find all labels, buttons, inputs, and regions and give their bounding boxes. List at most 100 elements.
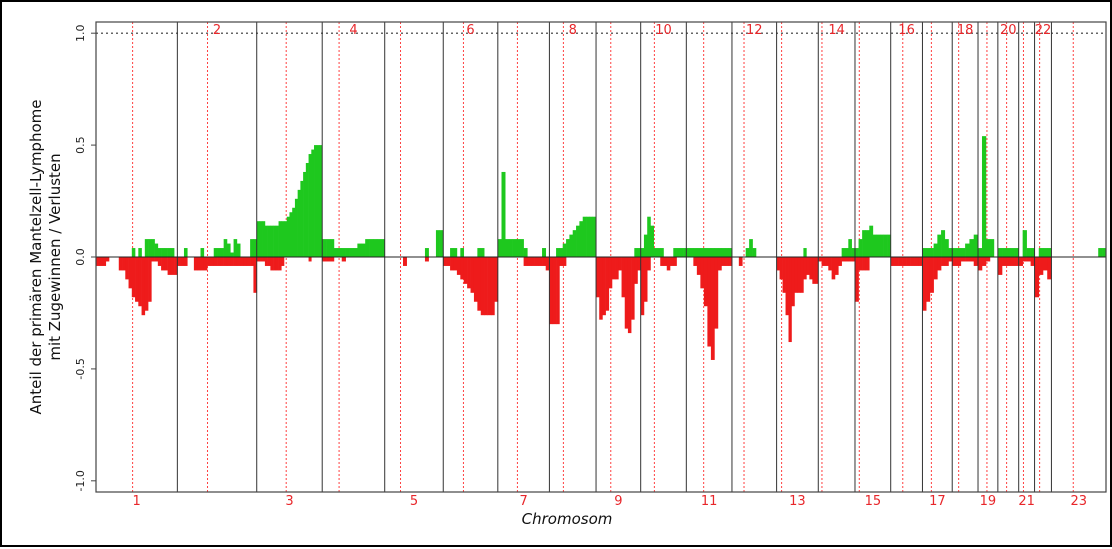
gain-bar-chr11-1 [689, 248, 694, 257]
gain-bar-chr11-5 [703, 248, 708, 257]
loss-bar-chr9-5 [611, 257, 616, 280]
loss-bar-chr3-4 [267, 257, 271, 266]
loss-bar-chr11-4 [700, 257, 705, 289]
loss-bar-chr18-4 [969, 257, 975, 262]
loss-bar-chr6-3 [453, 257, 458, 271]
loss-bar-chr20-4 [1014, 257, 1019, 266]
loss-bar-chr3-7 [275, 257, 279, 271]
gain-bar-chr1-16 [148, 239, 152, 257]
loss-bar-chr2-21 [246, 257, 251, 266]
gain-bar-chr1-13 [138, 248, 142, 257]
loss-bar-chr20-0 [997, 257, 1003, 275]
chromosome-label-22: 22 [1035, 23, 1052, 38]
gain-bar-chr17-4 [937, 234, 942, 257]
loss-bar-chr13-6 [794, 257, 798, 293]
gain-bar-chr4-11 [365, 239, 370, 257]
gain-bar-chr2-14 [223, 239, 228, 257]
gain-bar-chr11-4 [700, 248, 705, 257]
gain-bar-chr3-20 [311, 149, 315, 257]
gain-bar-chr11-2 [693, 248, 698, 257]
loss-bar-chr20-2 [1006, 257, 1011, 266]
gain-bar-chr8-3 [559, 248, 564, 257]
loss-bar-chr5-11 [424, 257, 429, 262]
gain-bar-chr2-2 [183, 248, 188, 257]
loss-bar-chr7-12 [542, 257, 547, 266]
gain-bar-chr4-2 [330, 239, 335, 257]
loss-bar-chr6-10 [477, 257, 482, 311]
gain-bar-chr4-6 [345, 248, 350, 257]
loss-bar-chr11-2 [693, 257, 698, 266]
gain-bar-chr15-4 [869, 225, 874, 257]
gain-bar-chr4-0 [322, 239, 327, 257]
gain-bar-chr1-18 [154, 243, 159, 257]
chromosome-label-2: 2 [213, 23, 221, 38]
gain-bar-chr3-10 [284, 221, 288, 257]
loss-bar-chr1-0 [96, 257, 100, 266]
loss-bar-chr16-5 [910, 257, 915, 266]
gain-bar-chr19-2 [985, 239, 991, 257]
loss-bar-chr9-12 [634, 257, 638, 284]
gain-bar-chr15-5 [872, 234, 877, 257]
loss-bar-chr17-1 [926, 257, 931, 302]
loss-bar-chr19-1 [981, 257, 987, 266]
loss-bar-chr9-11 [631, 257, 635, 320]
gain-bar-chr4-12 [369, 239, 374, 257]
loss-bar-chr6-11 [480, 257, 485, 316]
gain-bar-chr22-1 [1038, 248, 1044, 257]
gain-bar-chr8-4 [562, 243, 567, 257]
gain-bar-chr3-17 [303, 171, 307, 257]
loss-bar-chr13-1 [779, 257, 783, 280]
loss-bar-chr17-2 [929, 257, 934, 293]
gain-bar-chr3-21 [314, 145, 318, 257]
loss-bar-chr17-5 [941, 257, 946, 266]
loss-bar-chr11-8 [714, 257, 719, 329]
gain-bar-chr17-6 [944, 239, 949, 257]
loss-bar-chr1-12 [135, 257, 139, 302]
loss-bar-chr20-1 [1002, 257, 1007, 266]
gain-bar-chr3-11 [286, 216, 290, 257]
loss-bar-chr16-4 [906, 257, 911, 266]
gain-bar-chr17-1 [926, 248, 931, 257]
loss-bar-chr6-2 [450, 257, 454, 271]
loss-bar-chr16-2 [898, 257, 903, 266]
gain-bar-chr11-7 [710, 248, 715, 257]
loss-bar-chr2-7 [200, 257, 205, 271]
loss-bar-chr4-1 [326, 257, 331, 262]
gain-bar-chr3-18 [305, 163, 309, 257]
gain-bar-chr3-16 [300, 180, 304, 257]
gain-bar-chr8-5 [566, 239, 570, 257]
gain-bar-chr20-4 [1014, 248, 1019, 257]
gain-bar-chr8-12 [589, 216, 594, 257]
loss-bar-chr21-3 [1030, 257, 1035, 266]
gain-bar-chr1-21 [164, 248, 168, 257]
loss-bar-chr2-10 [210, 257, 215, 266]
loss-bar-chr1-22 [167, 257, 172, 275]
loss-bar-chr1-17 [151, 257, 155, 262]
gain-bar-chr9-13 [637, 248, 641, 257]
loss-bar-chr1-2 [102, 257, 107, 266]
gain-bar-chr4-1 [326, 239, 331, 257]
gain-bar-chr10-12 [679, 248, 684, 257]
gain-bar-chr4-13 [372, 239, 378, 257]
gain-bar-chr21-3 [1030, 248, 1035, 257]
loss-bar-chr11-9 [717, 257, 722, 271]
loss-bar-chr2-11 [213, 257, 218, 266]
gain-bar-chr2-13 [220, 248, 224, 257]
loss-bar-chr16-6 [914, 257, 919, 266]
x-axis-title: Chromosom [522, 510, 613, 528]
chromosome-label-14: 14 [828, 23, 845, 38]
loss-bar-chr14-7 [841, 257, 846, 262]
gain-bar-chr19-1 [981, 136, 987, 257]
chromosome-label-11: 11 [701, 494, 718, 509]
gain-bar-chr1-15 [144, 239, 149, 257]
gain-bar-chr4-14 [376, 239, 382, 257]
loss-bar-chr22-3 [1047, 257, 1052, 280]
loss-bar-chr14-9 [848, 257, 852, 262]
gain-bar-chr17-2 [929, 248, 934, 257]
loss-bar-chr16-3 [902, 257, 907, 266]
loss-bar-chr2-16 [230, 257, 234, 266]
loss-bar-chr10-1 [643, 257, 648, 302]
loss-bar-chr9-13 [637, 257, 641, 271]
gain-bar-chr6-3 [453, 248, 458, 257]
